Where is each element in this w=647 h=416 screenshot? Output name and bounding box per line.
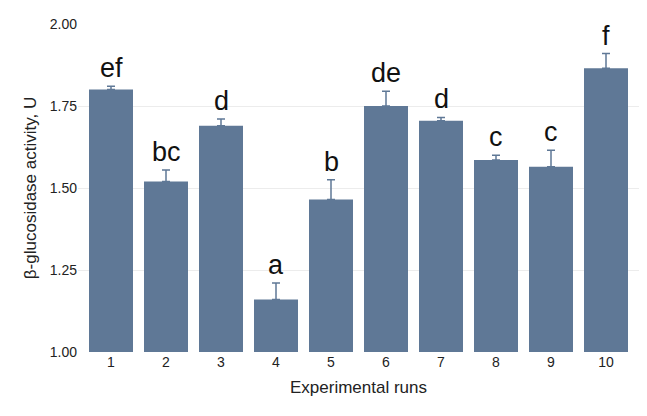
svg-text:5: 5 xyxy=(327,354,335,370)
svg-text:6: 6 xyxy=(382,354,390,370)
svg-text:9: 9 xyxy=(547,354,555,370)
svg-text:2.00: 2.00 xyxy=(50,16,77,32)
svg-text:de: de xyxy=(371,58,401,88)
svg-text:d: d xyxy=(434,84,449,114)
svg-text:4: 4 xyxy=(272,354,280,370)
svg-text:b: b xyxy=(324,147,339,177)
svg-text:1.75: 1.75 xyxy=(50,98,77,114)
svg-text:2: 2 xyxy=(162,354,170,370)
svg-text:d: d xyxy=(214,86,229,116)
svg-text:c: c xyxy=(544,117,558,147)
svg-text:Experimental runs: Experimental runs xyxy=(290,378,427,397)
svg-text:a: a xyxy=(268,250,284,280)
svg-text:1.00: 1.00 xyxy=(50,344,77,360)
svg-text:10: 10 xyxy=(598,354,614,370)
svg-text:1: 1 xyxy=(107,354,115,370)
svg-text:1.50: 1.50 xyxy=(50,180,77,196)
svg-text:bc: bc xyxy=(152,137,181,167)
svg-text:ef: ef xyxy=(100,53,123,83)
svg-text:β-glucosidase activity, U: β-glucosidase activity, U xyxy=(21,97,40,279)
svg-text:1.25: 1.25 xyxy=(50,262,77,278)
svg-text:c: c xyxy=(489,122,503,152)
svg-text:3: 3 xyxy=(217,354,225,370)
svg-text:f: f xyxy=(602,21,610,51)
svg-text:8: 8 xyxy=(492,354,500,370)
svg-text:7: 7 xyxy=(437,354,445,370)
